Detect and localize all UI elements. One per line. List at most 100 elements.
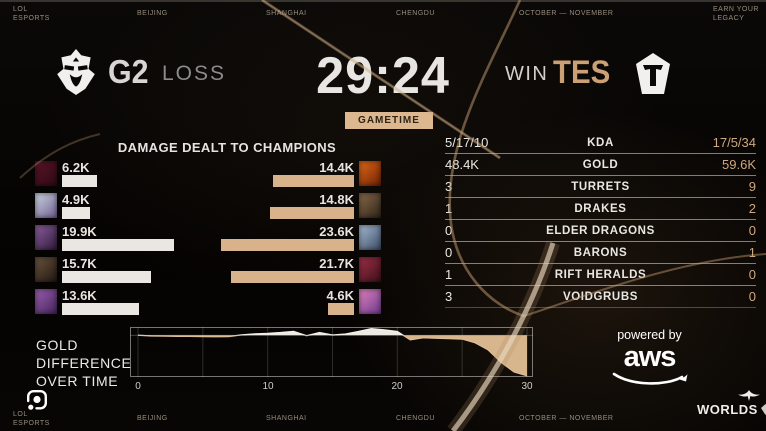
stats-value-tes: 9 <box>748 179 756 194</box>
damage-value: 15.7K <box>62 256 97 271</box>
damage-stack: 15.7K <box>62 257 151 283</box>
champion-portrait <box>35 193 57 218</box>
city-shanghai-top: SHANGHAI <box>266 10 307 17</box>
stats-value-g2: 3 <box>445 179 453 194</box>
damage-bar <box>62 303 139 315</box>
champion-portrait <box>35 161 57 186</box>
stats-label: BARONS <box>573 246 628 259</box>
damage-row: 19.9K 23.6K <box>35 225 381 251</box>
gold-chart-title-line1: GOLD <box>36 337 79 353</box>
damage-value: 4.9K <box>62 192 90 207</box>
damage-side-tes: 4.6K <box>327 289 381 315</box>
worlds-bird-icon <box>738 390 760 401</box>
damage-stack: 21.7K <box>231 257 354 283</box>
stats-row: 5/17/10 KDA 17/5/34 <box>445 132 756 154</box>
stats-table: 5/17/10 KDA 17/5/34 48.4K GOLD 59.6K 3 TURRETS 9… <box>445 132 756 308</box>
stats-row: 1 DRAKES 2 <box>445 198 756 220</box>
stats-row: 0 BARONS 1 <box>445 242 756 264</box>
x-tick-label: 0 <box>135 381 141 392</box>
damage-value: 23.6K <box>319 224 354 239</box>
stats-row: 3 VOIDGRUBS 0 <box>445 286 756 308</box>
lol-esports-wordmark: LOL ESPORTS <box>13 5 50 23</box>
damage-row: 13.6K 4.6K <box>35 289 381 315</box>
champion-portrait <box>359 193 381 218</box>
damage-value: 13.6K <box>62 288 97 303</box>
stats-value-tes: 59.6K <box>722 157 756 172</box>
event-dates-top: OCTOBER — NOVEMBER <box>519 10 614 17</box>
stats-row: 0 ELDER DRAGONS 0 <box>445 220 756 242</box>
lol-esports-bottom-line2: ESPORTS <box>13 420 50 427</box>
city-beijing-top: BEIJING <box>137 10 168 17</box>
gold-chart-title-line2: DIFFERENCE <box>36 355 132 371</box>
gold-chart-title-line3: OVER TIME <box>36 373 119 389</box>
damage-side-tes: 21.7K <box>231 257 381 283</box>
lol-esports-bottom-line1: LOL <box>13 411 28 418</box>
stats-row: 48.4K GOLD 59.6K <box>445 154 756 176</box>
damage-value: 19.9K <box>62 224 97 239</box>
champion-portrait <box>359 257 381 282</box>
gold-chart-title: GOLD DIFFERENCE OVER TIME <box>36 336 131 390</box>
damage-stack: 4.9K <box>62 193 90 219</box>
stats-label: KDA <box>587 136 614 149</box>
aws-logo: powered by aws <box>592 329 707 389</box>
damage-value: 21.7K <box>319 256 354 271</box>
damage-bar <box>231 271 354 283</box>
stats-value-tes: 17/5/34 <box>712 135 756 150</box>
worlds-text: WORLDS <box>697 402 758 417</box>
stats-value-g2: 1 <box>445 201 453 216</box>
damage-stack: 14.8K <box>270 193 354 219</box>
stats-value-tes: 0 <box>748 223 756 238</box>
stats-row: 3 TURRETS 9 <box>445 176 756 198</box>
event-dates-bottom: OCTOBER — NOVEMBER <box>519 415 614 422</box>
damage-side-g2: 4.9K <box>35 193 90 219</box>
stats-value-g2: 0 <box>445 245 453 260</box>
damage-bar <box>221 239 354 251</box>
damage-value: 14.4K <box>319 160 354 175</box>
champion-portrait <box>35 225 57 250</box>
gold-difference-chart <box>130 327 533 377</box>
google-lens-icon[interactable] <box>26 389 48 411</box>
damage-bar <box>270 207 354 219</box>
damage-stack: 13.6K <box>62 289 139 315</box>
lol-esports-line1: LOL <box>13 6 28 13</box>
damage-bar <box>62 239 174 251</box>
damage-stack: 4.6K <box>327 289 354 315</box>
x-tick-label: 20 <box>391 381 403 392</box>
g2-logo <box>55 49 97 95</box>
city-chengdu-top: CHENGDU <box>396 10 435 17</box>
damage-stack: 19.9K <box>62 225 174 251</box>
city-beijing-bottom: BEIJING <box>137 415 168 422</box>
result-win: WIN <box>505 63 549 85</box>
damage-value: 6.2K <box>62 160 90 175</box>
damage-rows: 6.2K 14.4K 4.9K 14.8K 19.9K 23.6K 15.7K 21.7K 13… <box>35 161 381 321</box>
stats-value-tes: 1 <box>748 245 756 260</box>
lol-esports-line2: ESPORTS <box>13 15 50 22</box>
damage-bar <box>62 271 151 283</box>
x-tick-label: 10 <box>262 381 274 392</box>
damage-stack: 14.4K <box>273 161 354 187</box>
damage-stack: 6.2K <box>62 161 97 187</box>
worlds-crest-icon <box>760 404 766 415</box>
stats-label: VOIDGRUBS <box>562 290 639 303</box>
stats-label: TURRETS <box>571 180 630 193</box>
gold-chart-x-axis: 0 10 20 30 <box>130 381 533 395</box>
damage-bar <box>273 175 354 187</box>
damage-side-tes: 14.4K <box>273 161 381 187</box>
damage-row: 4.9K 14.8K <box>35 193 381 219</box>
stats-label: RIFT HERALDS <box>554 268 647 281</box>
stats-value-g2: 5/17/10 <box>445 135 489 150</box>
team-name-g2: G2 <box>108 53 149 90</box>
damage-stack: 23.6K <box>221 225 354 251</box>
stats-value-g2: 0 <box>445 223 453 238</box>
stats-row: 1 RIFT HERALDS 0 <box>445 264 756 286</box>
stats-label: DRAKES <box>574 202 627 215</box>
city-shanghai-bottom: SHANGHAI <box>266 415 307 422</box>
damage-value: 4.6K <box>326 288 354 303</box>
legacy-line2: LEGACY <box>713 15 745 22</box>
team-name-tes: TES <box>553 54 611 90</box>
result-loss: LOSS <box>162 62 227 85</box>
damage-row: 15.7K 21.7K <box>35 257 381 283</box>
champion-portrait <box>359 161 381 186</box>
damage-panel-title: DAMAGE DEALT TO CHAMPIONS <box>117 140 337 155</box>
